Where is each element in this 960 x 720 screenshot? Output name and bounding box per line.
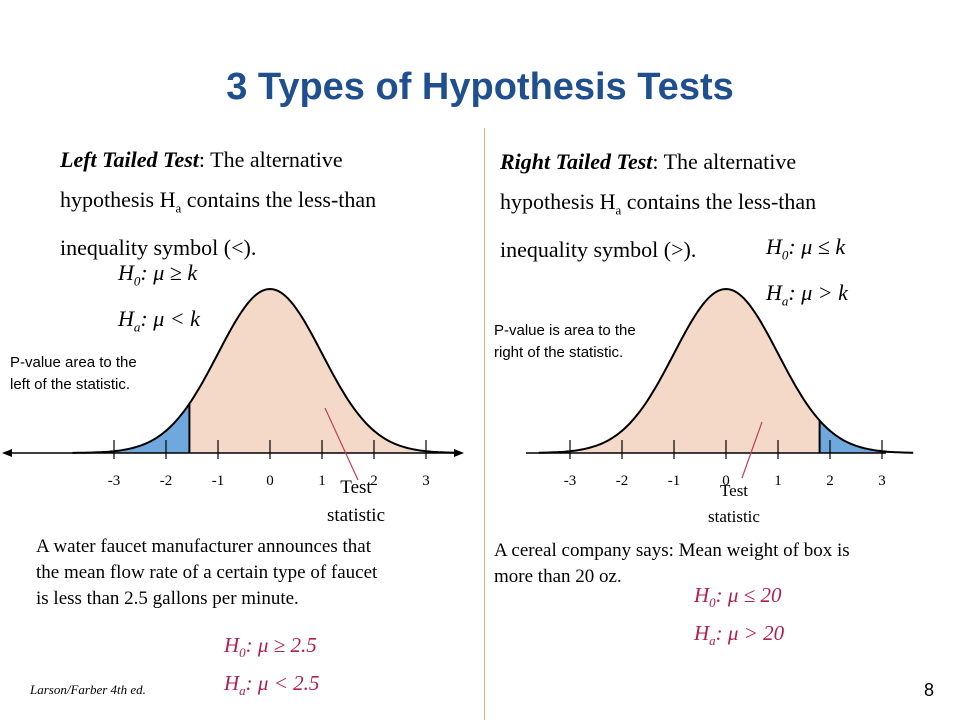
right-example-hypotheses: H0: μ ≤ 20 Ha: μ > 20 (694, 583, 785, 649)
column-divider (484, 128, 485, 720)
left-normal-curve-diagram: -3 -2 -1 0 1 2 3 (2, 287, 464, 489)
right-test-name: Right Tailed Test (500, 149, 653, 174)
r-tick-label: -1 (668, 473, 681, 489)
l-tick-label: -1 (212, 473, 225, 489)
slide-title: 3 Types of Hypothesis Tests (226, 66, 734, 108)
left-hypotheses: H0: μ ≥ k Ha: μ < k (118, 260, 200, 335)
right-definition: Right Tailed Test: The alternative hypot… (500, 149, 817, 263)
left-axis-arrow-right (454, 449, 464, 457)
left-example: A water faucet manufacturer announces th… (36, 536, 378, 609)
left-curve-outline (72, 287, 458, 454)
r-tick-label: 2 (826, 473, 834, 489)
right-h0: : μ ≤ k (788, 234, 846, 259)
left-axis-arrow-left (2, 449, 12, 457)
left-h0: : μ ≥ k (140, 260, 198, 285)
footer-citation: Larson/Farber 4th ed. (30, 682, 146, 697)
right-hypotheses: H0: μ ≤ k Ha: μ > k (766, 234, 848, 309)
l-tick-label: 3 (422, 473, 430, 489)
page-number: 8 (924, 680, 935, 700)
r-tick-label: -3 (564, 473, 577, 489)
right-pvalue-note: P-value is area to the right of the stat… (494, 322, 636, 361)
l-tick-label: 2 (370, 473, 378, 489)
left-curve-body (72, 289, 458, 453)
left-test-statistic-label: Test statistic (326, 477, 386, 526)
r-tick-label: -2 (616, 473, 629, 489)
left-definition: Left Tailed Test: The alternative hypoth… (60, 147, 377, 261)
left-test-name: Left Tailed Test (60, 147, 199, 172)
left-pointer-line (324, 407, 359, 481)
left-example-hypotheses: H0: μ ≥ 2.5 Ha: μ < 2.5 (224, 633, 320, 699)
right-test-statistic-label: Test statistic (708, 481, 760, 526)
right-tail-area (819, 420, 914, 453)
right-example: A cereal company says: Mean weight of bo… (494, 540, 850, 587)
r-tick-label: 3 (878, 473, 886, 489)
r-tick-label: 1 (774, 473, 782, 489)
l-tick-label: -2 (160, 473, 173, 489)
left-pvalue-note: P-value area to the left of the statisti… (10, 354, 137, 393)
right-pointer-line (741, 421, 763, 479)
right-curve-body (538, 289, 914, 453)
l-tick-label: 1 (318, 473, 326, 489)
right-curve-outline (538, 287, 914, 454)
left-ha: : μ < k (140, 306, 200, 332)
l-tick-label: 0 (266, 473, 274, 489)
l-tick-label: -3 (108, 473, 121, 489)
right-normal-curve-diagram: -3 -2 -1 0 1 2 3 (526, 287, 914, 489)
right-ha: : μ > k (788, 280, 848, 306)
left-tail-area (72, 403, 190, 453)
r-tick-label: 0 (722, 473, 730, 489)
